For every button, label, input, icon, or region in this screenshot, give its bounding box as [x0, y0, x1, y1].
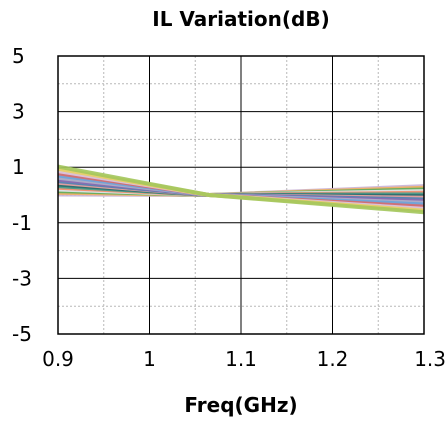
x-tick-label: 1.3	[414, 347, 446, 371]
y-tick-label: 3	[12, 100, 25, 124]
y-axis-ticks: 5 3 1 -1 -3 -5	[12, 44, 32, 346]
y-tick-label: -3	[12, 266, 32, 290]
y-tick-label: 5	[12, 44, 25, 68]
y-tick-label: 1	[12, 155, 25, 179]
x-axis-label: Freq(GHz)	[184, 393, 297, 417]
x-tick-label: 1.1	[225, 347, 257, 371]
x-tick-label: 1.2	[317, 347, 349, 371]
y-tick-label: -5	[12, 322, 32, 346]
plot-frame	[57, 55, 425, 335]
series-line-16	[58, 164, 424, 215]
chart-title: IL Variation(dB)	[152, 7, 329, 31]
x-axis-ticks: 0.9 1 1.1 1.2 1.3	[42, 347, 446, 371]
x-tick-label: 1	[143, 347, 156, 371]
x-tick-label: 0.9	[42, 347, 74, 371]
series-layer	[58, 164, 424, 215]
y-tick-label: -1	[12, 211, 32, 235]
